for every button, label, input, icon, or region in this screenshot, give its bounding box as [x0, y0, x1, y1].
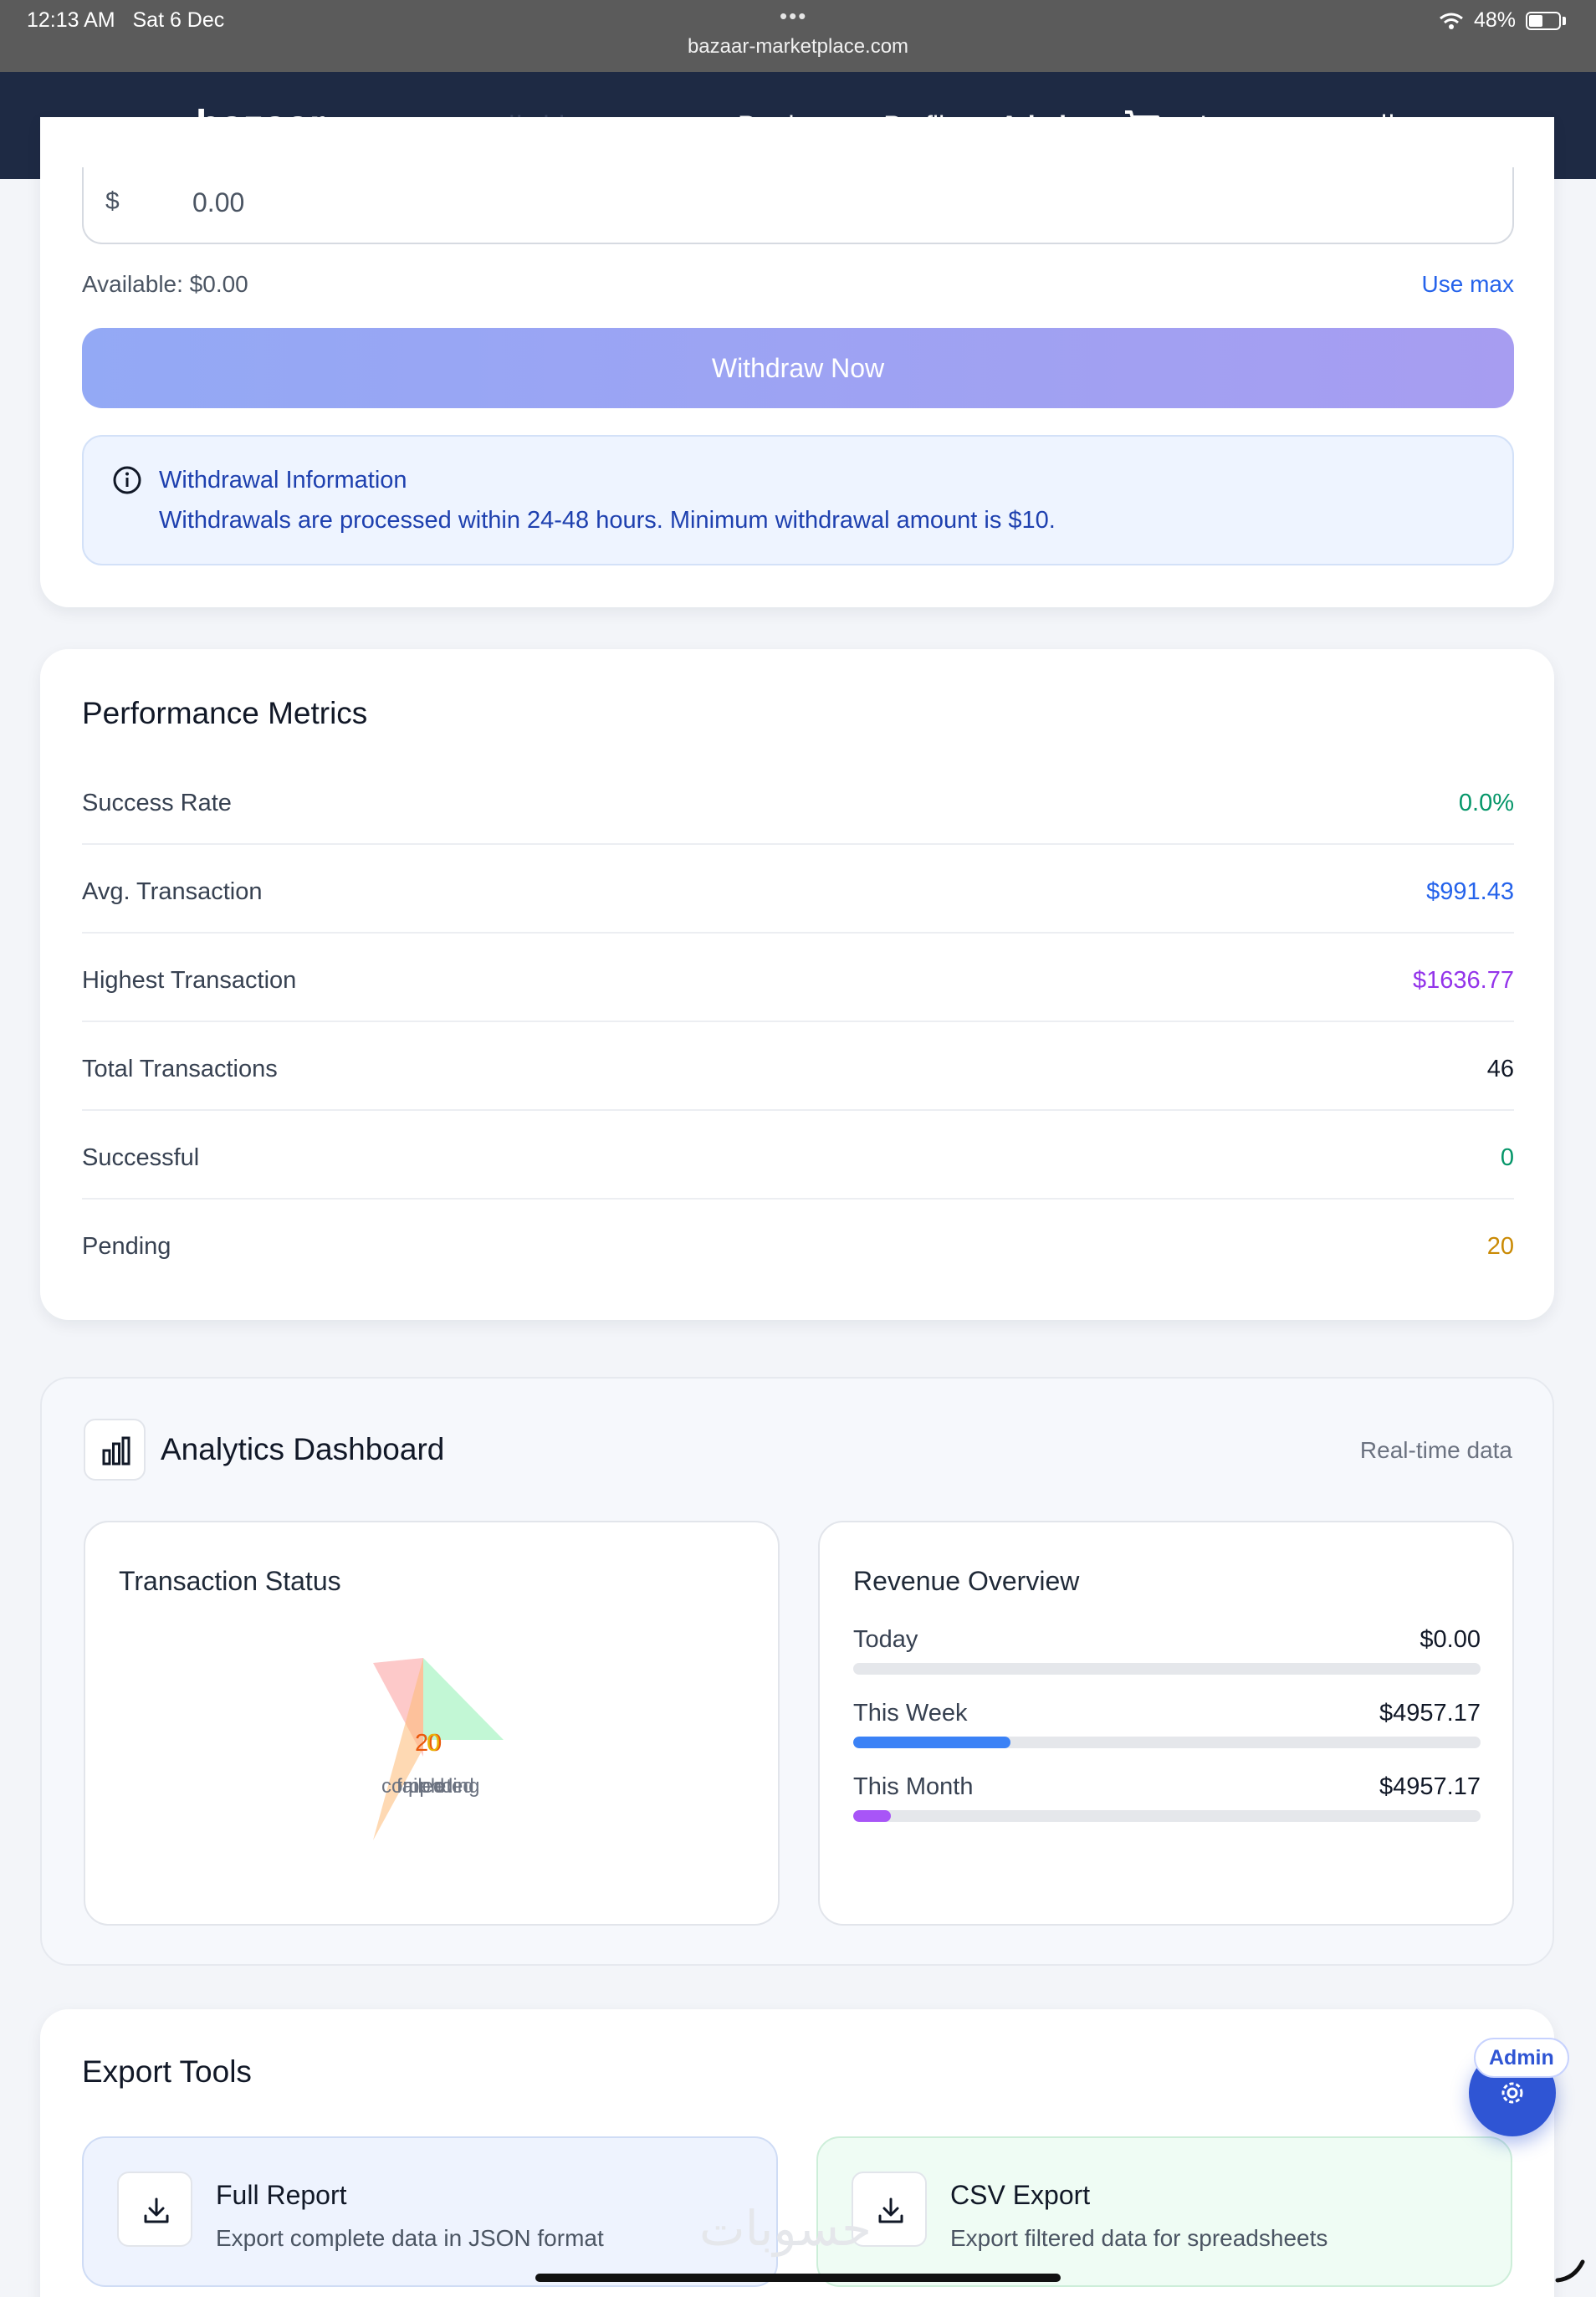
revenue-row: This Month $4957.17: [853, 1773, 1481, 1832]
transaction-status-title: Transaction Status: [119, 1566, 341, 1596]
status-indicators: 48%: [1439, 8, 1566, 33]
metric-value: 46: [1486, 1056, 1514, 1082]
bar-chart-icon: [102, 1436, 130, 1466]
battery-icon: [1526, 11, 1561, 30]
download-icon-box: [117, 2172, 192, 2247]
url-bar[interactable]: bazaar-marketplace.com: [687, 35, 909, 58]
metric-row: Avg. Transaction $991.43: [82, 845, 1514, 934]
metric-label: Avg. Transaction: [82, 878, 263, 905]
revenue-overview-title: Revenue Overview: [853, 1566, 1080, 1596]
metric-value: 0.0%: [1458, 790, 1514, 816]
revenue-progress-track: [853, 1663, 1481, 1675]
revenue-value: $4957.17: [1379, 1773, 1481, 1800]
revenue-label: Today: [853, 1626, 918, 1653]
amount-placeholder: 0.00: [192, 187, 245, 217]
revenue-progress-track: [853, 1737, 1481, 1748]
revenue-row: This Week $4957.17: [853, 1700, 1481, 1758]
full-report-title: Full Report: [216, 2180, 347, 2210]
realtime-label: Real-time data: [1359, 1437, 1512, 1463]
metric-value: $1636.77: [1413, 967, 1514, 994]
csv-export-button[interactable]: CSV Export Export filtered data for spre…: [816, 2136, 1512, 2287]
export-tools-title: Export Tools: [82, 2054, 252, 2089]
metric-row: Highest Transaction $1636.77: [82, 934, 1514, 1022]
pie-category-label: pending: [408, 1775, 480, 1798]
revenue-progress-fill: [853, 1810, 891, 1822]
revenue-label: This Week: [853, 1700, 968, 1727]
metric-row: Successful 0: [82, 1111, 1514, 1200]
scroll-corner-glyph: [1555, 2259, 1585, 2283]
tab-dots[interactable]: •••: [780, 3, 808, 28]
revenue-label: This Month: [853, 1773, 974, 1800]
revenue-value: $0.00: [1420, 1626, 1481, 1653]
pie-slice-failed: [423, 1658, 504, 1740]
metric-row: Total Transactions 46: [82, 1022, 1514, 1111]
withdrawal-info-box: Withdrawal Information Withdrawals are p…: [82, 435, 1514, 565]
watermark-logo: حسوبات: [699, 2202, 872, 2256]
metric-value: 20: [1486, 1233, 1514, 1260]
metric-value: $991.43: [1426, 878, 1514, 905]
pie-slice-pending: [373, 1658, 423, 1840]
revenue-progress-fill: [853, 1737, 1010, 1748]
performance-title: Performance Metrics: [82, 696, 368, 730]
info-icon: [113, 466, 141, 494]
info-text: Withdrawals are processed within 24-48 h…: [159, 507, 1056, 534]
metric-value: 0: [1500, 1144, 1514, 1171]
revenue-value: $4957.17: [1379, 1700, 1481, 1727]
pie-category-label: completed: [381, 1775, 474, 1798]
transaction-status-card: Transaction Status 20 0 completed failed…: [84, 1521, 780, 1926]
metric-label: Total Transactions: [82, 1056, 278, 1082]
export-tools-card: Export Tools Full Report Export complete…: [40, 2009, 1554, 2297]
transaction-status-pie: [373, 1658, 504, 1840]
status-time: 12:13 AM Sat 6 Dec: [27, 8, 225, 32]
metric-row: Success Rate 0.0%: [82, 756, 1514, 845]
admin-badge[interactable]: Admin: [1474, 2038, 1569, 2078]
metric-label: Successful: [82, 1144, 200, 1171]
currency-symbol: $: [105, 187, 120, 215]
download-icon-box: [852, 2172, 927, 2247]
withdraw-amount-input[interactable]: $ 0.00: [82, 167, 1514, 244]
analytics-icon-box: [84, 1419, 146, 1481]
use-max-link[interactable]: Use max: [1421, 271, 1514, 297]
home-indicator[interactable]: [535, 2274, 1061, 2282]
analytics-dashboard-card: Analytics Dashboard Real-time data Trans…: [40, 1377, 1554, 1966]
withdraw-card: $ 0.00 Available: $0.00 Use max Withdraw…: [40, 117, 1554, 607]
revenue-progress-track: [853, 1810, 1481, 1822]
analytics-title: Analytics Dashboard: [161, 1432, 445, 1466]
info-title: Withdrawal Information: [159, 467, 407, 494]
pie-value-label: 0: [427, 1730, 441, 1757]
download-icon: [878, 2197, 903, 2223]
pie-category-label: failed: [396, 1775, 445, 1798]
csv-export-desc: Export filtered data for spreadsheets: [950, 2225, 1328, 2251]
gear-icon: [1501, 2082, 1523, 2104]
metric-label: Highest Transaction: [82, 967, 297, 994]
available-balance: Available: $0.00: [82, 271, 248, 297]
metric-label: Success Rate: [82, 790, 232, 816]
performance-metrics-card: Performance Metrics Success Rate 0.0% Av…: [40, 649, 1554, 1320]
download-icon: [144, 2197, 169, 2223]
status-bar: 12:13 AM Sat 6 Dec ••• bazaar-marketplac…: [0, 0, 1596, 72]
revenue-overview-card: Revenue Overview Today $0.00 This Week $…: [818, 1521, 1514, 1926]
withdraw-now-button[interactable]: Withdraw Now: [82, 328, 1514, 408]
metric-label: Pending: [82, 1233, 171, 1260]
battery-percent: 48%: [1473, 8, 1516, 32]
full-report-button[interactable]: Full Report Export complete data in JSON…: [82, 2136, 778, 2287]
pie-value-label: 20: [415, 1730, 442, 1757]
full-report-desc: Export complete data in JSON format: [216, 2225, 604, 2251]
wifi-icon: [1440, 13, 1463, 29]
metric-row: Pending 20: [82, 1200, 1514, 1288]
csv-export-title: CSV Export: [950, 2180, 1091, 2210]
revenue-row: Today $0.00: [853, 1626, 1481, 1685]
